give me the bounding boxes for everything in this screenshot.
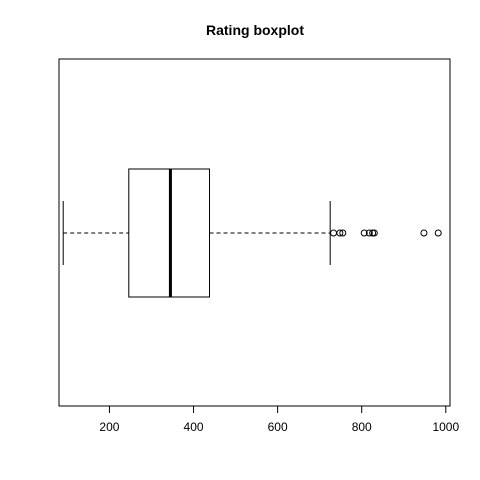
- x-tick-label: 800: [352, 420, 372, 434]
- outlier-point: [434, 229, 442, 237]
- outlier-point: [370, 229, 378, 237]
- x-tick-label: 1000: [432, 420, 459, 434]
- x-tick-label: 400: [184, 420, 204, 434]
- outlier-point: [365, 229, 373, 237]
- x-tick-label: 200: [99, 420, 119, 434]
- chart-title: Rating boxplot: [206, 22, 304, 38]
- boxplot-marks: [62, 168, 442, 298]
- x-axis: 200 400 600 800 1000: [99, 405, 459, 434]
- outlier-point: [420, 229, 428, 237]
- outlier-point: [330, 229, 338, 237]
- outlier-point: [360, 229, 368, 237]
- outlier-point: [339, 229, 347, 237]
- x-tick-label: 600: [268, 420, 288, 434]
- outlier-point: [336, 229, 344, 237]
